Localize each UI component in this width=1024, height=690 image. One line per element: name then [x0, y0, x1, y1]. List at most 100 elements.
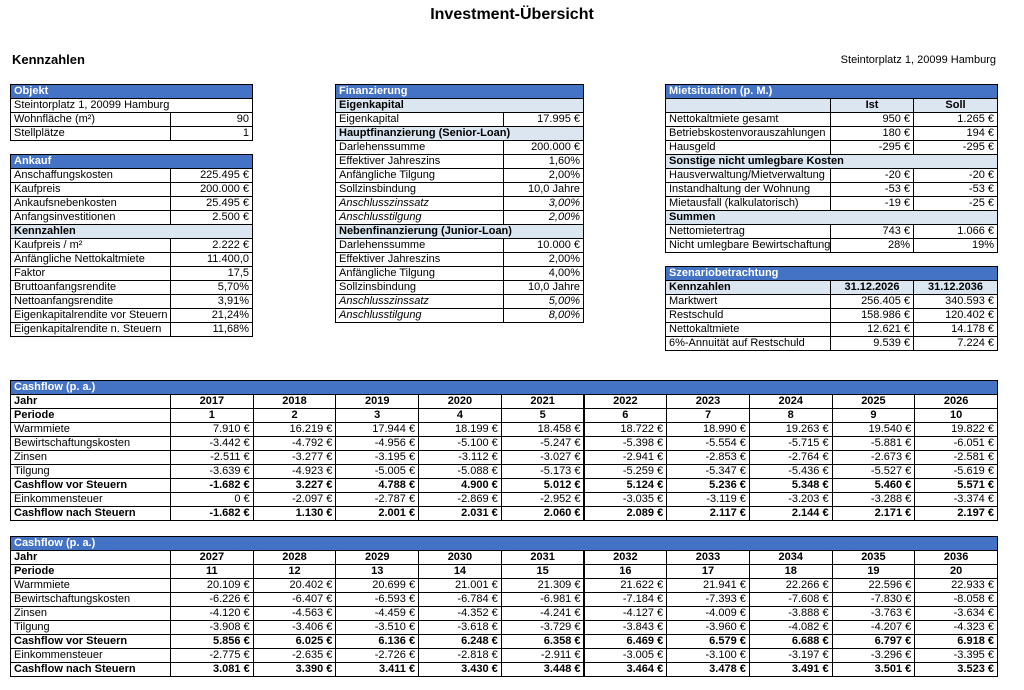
value-cell: 20: [914, 564, 998, 579]
value-cell: -3.288 €: [831, 492, 916, 507]
value-cell: 6.579 €: [666, 634, 750, 649]
value-cell: -7.830 €: [831, 592, 916, 607]
row-label: Anfängliche Tilgung: [335, 266, 504, 281]
row-label: Tilgung: [10, 620, 171, 635]
value-cell: 20.699 €: [335, 578, 420, 593]
value-cell: 18.722 €: [583, 422, 668, 437]
value-cell: -295 €: [830, 140, 914, 155]
value-cell: 12.621 €: [830, 322, 914, 337]
row-label: Sollzinsbindung: [335, 182, 504, 197]
value-cell: -6.051 €: [914, 436, 998, 451]
row-label: Darlehenssumme: [335, 238, 504, 253]
value-cell: 340.593 €: [913, 294, 998, 309]
value-cell: -3.634 €: [914, 606, 998, 621]
value-cell: 2.171 €: [831, 506, 916, 521]
value-cell: 2034: [748, 550, 833, 565]
value-cell: 2018: [252, 394, 337, 409]
row-label: Nettokaltmiete gesamt: [665, 112, 831, 127]
value-cell: -4.127 €: [583, 606, 668, 621]
value-cell: 8,00%: [503, 308, 584, 323]
value-cell: -5.398 €: [583, 436, 668, 451]
value-cell: 21.941 €: [666, 578, 750, 593]
value-cell: 17.995 €: [503, 112, 584, 127]
page-title: Investment-Übersicht: [430, 6, 594, 23]
value-cell: -4.923 €: [252, 464, 337, 479]
value-cell: 2024: [748, 394, 833, 409]
row-label: Zinsen: [10, 606, 171, 621]
value-cell: 3: [335, 408, 420, 423]
row-label: Kaufpreis / m²: [10, 238, 171, 253]
value-cell: 1.066 €: [913, 224, 998, 239]
value-cell: 3.501 €: [831, 662, 916, 677]
value-cell: -53 €: [830, 182, 914, 197]
value-cell: 3.478 €: [666, 662, 750, 677]
value-cell: 3.411 €: [335, 662, 420, 677]
value-cell: 2036: [914, 550, 998, 565]
header-cell: [665, 98, 831, 113]
section-title: Szenariobetrachtung: [665, 266, 998, 281]
value-cell: -3.296 €: [831, 648, 916, 663]
address: Steintorplatz 1, 20099 Hamburg: [840, 54, 996, 66]
value-cell: 1.265 €: [913, 112, 998, 127]
value-cell: 7.910 €: [170, 422, 254, 437]
value-cell: -3.729 €: [500, 620, 585, 635]
value-cell: 1.130 €: [252, 506, 337, 521]
row-label: Tilgung: [10, 464, 171, 479]
value-cell: 2.197 €: [914, 506, 998, 521]
value-cell: 13: [335, 564, 420, 579]
value-cell: 11.400,0: [170, 252, 253, 267]
value-cell: 6.025 €: [252, 634, 337, 649]
value-cell: 3.448 €: [500, 662, 585, 677]
value-cell: -3.843 €: [583, 620, 668, 635]
value-cell: 22.596 €: [831, 578, 916, 593]
value-cell: -1.682 €: [170, 478, 254, 493]
value-cell: -2.787 €: [335, 492, 420, 507]
value-cell: 3.464 €: [583, 662, 668, 677]
value-cell: 18.199 €: [418, 422, 502, 437]
value-cell: -2.941 €: [583, 450, 668, 465]
value-cell: 2,00%: [503, 252, 584, 267]
row-label: Ankaufsnebenkosten: [10, 196, 171, 211]
value-cell: -5.088 €: [418, 464, 502, 479]
value-cell: -4.082 €: [748, 620, 833, 635]
value-cell: 2.117 €: [666, 506, 750, 521]
value-cell: 256.405 €: [830, 294, 914, 309]
value-cell: 5.124 €: [583, 478, 668, 493]
value-cell: 2017: [170, 394, 254, 409]
row-label: Nettomietertrag: [665, 224, 831, 239]
value-cell: -6.593 €: [335, 592, 420, 607]
column-header: Ist: [830, 98, 914, 113]
value-cell: 2033: [666, 550, 750, 565]
value-cell: 2022: [583, 394, 668, 409]
subheader: Hauptfinanzierung (Senior-Loan): [335, 126, 584, 141]
row-label: Eigenkapitalrendite n. Steuern: [10, 322, 171, 337]
value-cell: -3.763 €: [831, 606, 916, 621]
value-cell: 2027: [170, 550, 254, 565]
subheader: Nebenfinanzierung (Junior-Loan): [335, 224, 584, 239]
value-cell: 2029: [335, 550, 420, 565]
value-cell: 4,00%: [503, 266, 584, 281]
value-cell: 0 €: [170, 492, 254, 507]
row-label: Warmmiete: [10, 578, 171, 593]
value-cell: 5.348 €: [748, 478, 833, 493]
value-cell: -4.563 €: [252, 606, 337, 621]
value-cell: -3.035 €: [583, 492, 668, 507]
value-cell: -3.112 €: [418, 450, 502, 465]
row-label: Betriebskostenvorauszahlungen: [665, 126, 831, 141]
value-cell: 5.012 €: [500, 478, 585, 493]
value-cell: -20 €: [830, 168, 914, 183]
value-cell: 2032: [583, 550, 668, 565]
value-cell: 5,00%: [503, 294, 584, 309]
column-header: Soll: [913, 98, 998, 113]
value-cell: 22.266 €: [748, 578, 833, 593]
value-cell: -2.911 €: [500, 648, 585, 663]
value-cell: 3.227 €: [252, 478, 337, 493]
value-cell: 3.430 €: [418, 662, 502, 677]
value-cell: 3.523 €: [914, 662, 998, 677]
row-label: Bruttoanfangsrendite: [10, 280, 171, 295]
value-cell: -3.442 €: [170, 436, 254, 451]
value-cell: 21.622 €: [583, 578, 668, 593]
value-cell: 2,00%: [503, 168, 584, 183]
column-header: 31.12.2036: [913, 280, 998, 295]
